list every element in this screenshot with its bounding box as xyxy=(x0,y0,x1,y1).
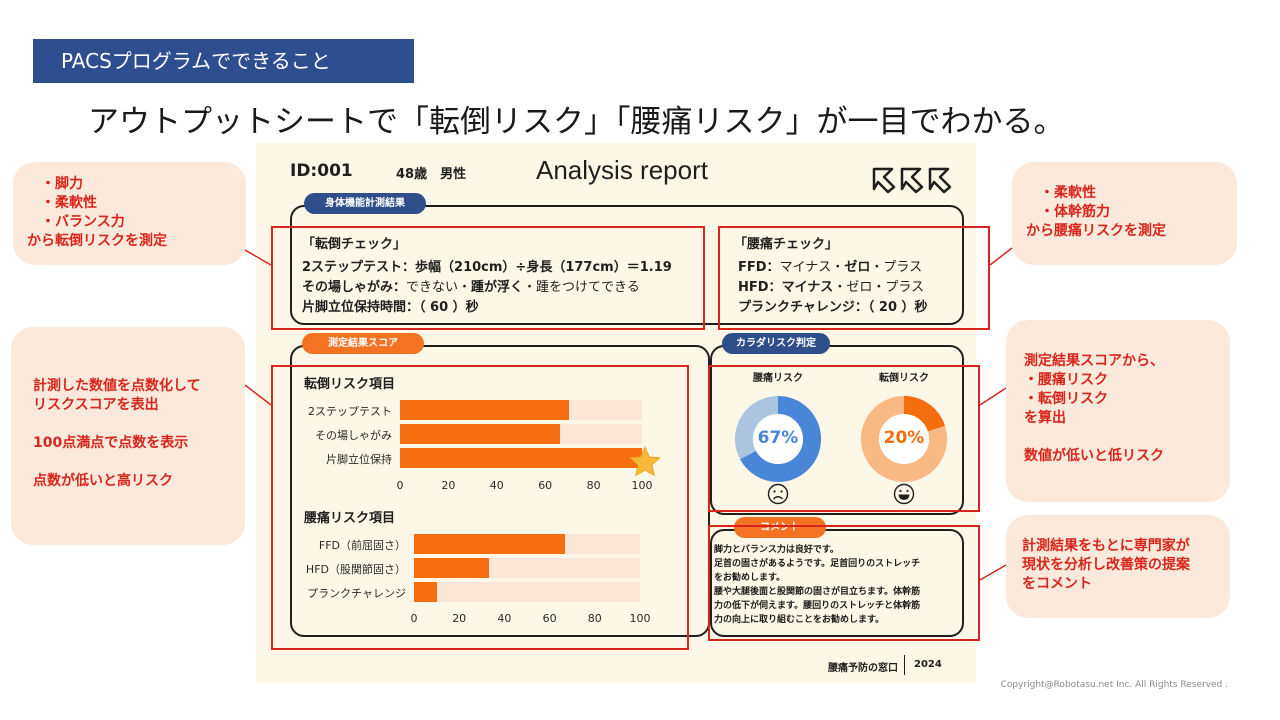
tick-label: 60 xyxy=(538,479,553,492)
copyright: Copyright@Robotasu.net Inc. All Rights R… xyxy=(1000,680,1228,690)
bar-track xyxy=(400,424,642,444)
sad-face-icon xyxy=(767,483,789,505)
bar-label: その場しゃがみ xyxy=(315,429,392,442)
risk-panel xyxy=(710,345,964,515)
plank-line: プランクチャレンジ：（ 20 ）秒 xyxy=(738,300,928,315)
measurement-panel xyxy=(290,205,964,325)
bar xyxy=(400,424,560,444)
bar xyxy=(400,448,642,468)
donut-title: 腰痛リスク xyxy=(753,373,803,384)
highlight-back-check xyxy=(718,226,990,330)
footer-divider xyxy=(904,655,905,675)
risk-section-pill: カラダリスク判定 xyxy=(722,333,830,354)
bar xyxy=(414,558,489,578)
tick-label: 20 xyxy=(441,479,456,492)
donut-slice xyxy=(735,396,821,482)
note-comment: 計測結果をもとに専門家が 現状を分析し改善策の提案 をコメント xyxy=(1006,515,1230,618)
bar-track xyxy=(414,582,640,602)
section-tag: PACSプログラムでできること xyxy=(33,39,414,83)
highlight-risk xyxy=(708,365,980,512)
analysis-report-sheet: ID:001 48歳 男性 Analysis report 身体機能計測結果 「… xyxy=(256,143,976,683)
measurement-section-pill: 身体機能計測結果 xyxy=(304,193,426,214)
bar xyxy=(414,534,566,554)
donut-slice xyxy=(861,396,947,482)
bar-label: HFD（股関節固さ） xyxy=(305,563,406,576)
tick-label: 100 xyxy=(629,612,651,625)
tick-label: 100 xyxy=(631,479,653,492)
tick-label: 0 xyxy=(396,479,404,492)
comment-panel xyxy=(710,529,964,637)
grin-face-icon xyxy=(893,483,915,505)
donut-value-label: 20% xyxy=(883,428,925,448)
score-section-pill: 測定結果スコア xyxy=(302,333,424,354)
donut-value-label: 67% xyxy=(757,428,799,448)
report-title: Analysis report xyxy=(536,155,708,185)
report-age-sex: 48歳 男性 xyxy=(396,167,467,182)
tick-label: 0 xyxy=(410,612,418,625)
kkk-arrow-logo-icon xyxy=(872,167,952,194)
report-id: ID:001 xyxy=(290,161,353,181)
tick-label: 80 xyxy=(586,479,601,492)
hfd-line: HFD：マイナス・ゼロ・プラス xyxy=(738,280,925,295)
fall-items-title: 転倒リスク項目 xyxy=(304,377,396,392)
ffd-line: FFD：マイナス・ゼロ・プラス xyxy=(738,260,923,275)
squat-line: その場しゃがみ：できない・踵が浮く・踵をつけてできる xyxy=(302,280,640,295)
highlight-comment xyxy=(708,525,980,641)
footer-brand: 腰痛予防の窓口 xyxy=(828,663,898,674)
donut-chart xyxy=(861,396,947,482)
tick-label: 40 xyxy=(497,612,512,625)
footer-year: 2024 xyxy=(914,659,942,670)
star-icon xyxy=(629,446,661,477)
one-leg-line: 片脚立位保持時間：（ 60 ）秒 xyxy=(302,300,479,315)
bar xyxy=(414,582,437,602)
note-score: 計測した数値を点数化して リスクスコアを表出 100点満点で点数を表示 点数が低… xyxy=(11,327,245,545)
two-step-line: 2ステップテスト：歩幅（210cm）÷身長（177cm）＝1.19 xyxy=(302,260,672,275)
highlight-fall-check xyxy=(271,226,705,330)
back-items-title: 腰痛リスク項目 xyxy=(304,511,396,526)
bar-track xyxy=(400,448,642,468)
donut-hole xyxy=(879,414,929,464)
bar-label: プランクチャレンジ xyxy=(307,587,406,600)
note-risk: 測定結果スコアから、 ・腰痛リスク ・転倒リスク を算出 数値が低いと低リスク xyxy=(1006,320,1230,502)
tick-label: 40 xyxy=(489,479,504,492)
bar-label: 2ステップテスト xyxy=(308,405,392,418)
donut-hole xyxy=(753,414,803,464)
bar-track xyxy=(414,558,640,578)
note-back: ・柔軟性 ・体幹筋力 から腰痛リスクを測定 xyxy=(1012,162,1237,265)
bar-label: 片脚立位保持 xyxy=(326,453,392,466)
donut-title: 転倒リスク xyxy=(879,373,929,384)
tick-label: 60 xyxy=(542,612,557,625)
highlight-score xyxy=(271,365,689,650)
donut-chart xyxy=(735,396,821,482)
back-check-title: 「腰痛チェック」 xyxy=(734,237,839,252)
headline: アウトプットシートで「転倒リスク」「腰痛リスク」が一目でわかる。 xyxy=(88,104,1065,140)
note-fall: ・脚力 ・柔軟性 ・バランス力 から転倒リスクを測定 xyxy=(13,162,246,265)
tick-label: 20 xyxy=(452,612,467,625)
bar-track xyxy=(414,534,640,554)
comment-section-pill: コメント xyxy=(734,517,826,538)
comment-text: 脚力とバランス力は良好です。 足首の固さがあるようです。足首回りのストレッチ を… xyxy=(714,545,921,625)
bar-label: FFD（前屈固さ） xyxy=(318,539,406,552)
bar xyxy=(400,400,570,420)
bar-track xyxy=(400,400,642,420)
tick-label: 80 xyxy=(587,612,602,625)
fall-check-title: 「転倒チェック」 xyxy=(302,237,407,252)
